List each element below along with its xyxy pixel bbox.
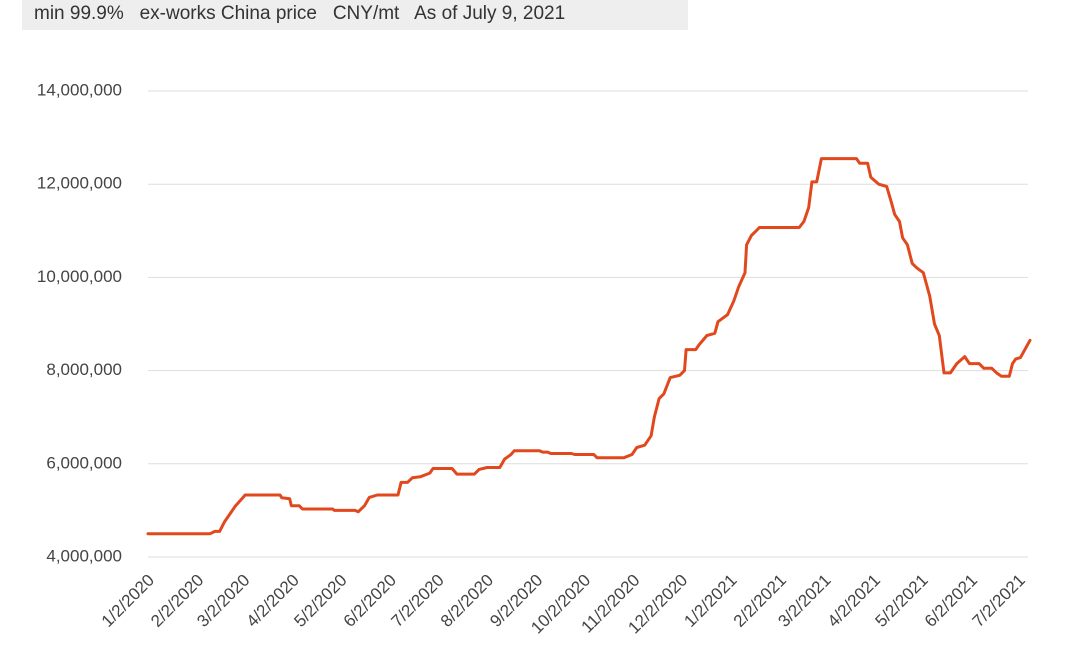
x-tick-label: 5/2/2021 xyxy=(872,571,932,631)
x-tick-label: 1/2/2021 xyxy=(680,571,740,631)
y-tick-label: 6,000,000 xyxy=(46,453,122,472)
x-tick-label: 7/2/2020 xyxy=(388,571,448,631)
x-tick-label: 5/2/2020 xyxy=(290,571,350,631)
x-tick-label: 1/2/2020 xyxy=(98,571,158,631)
x-tick-label: 8/2/2020 xyxy=(437,571,497,631)
header-bar xyxy=(22,0,688,30)
y-tick-label: 4,000,000 xyxy=(46,546,122,565)
price-line xyxy=(146,157,1032,536)
chart-subtitle: min 99.9% ex-works China price CNY/mt As… xyxy=(34,3,565,24)
y-tick-label: 10,000,000 xyxy=(37,267,122,286)
y-tick-label: 14,000,000 xyxy=(37,80,122,99)
x-tick-label: 7/2/2021 xyxy=(969,571,1029,631)
y-tick-label: 8,000,000 xyxy=(46,360,122,379)
y-tick-label: 12,000,000 xyxy=(37,174,122,193)
